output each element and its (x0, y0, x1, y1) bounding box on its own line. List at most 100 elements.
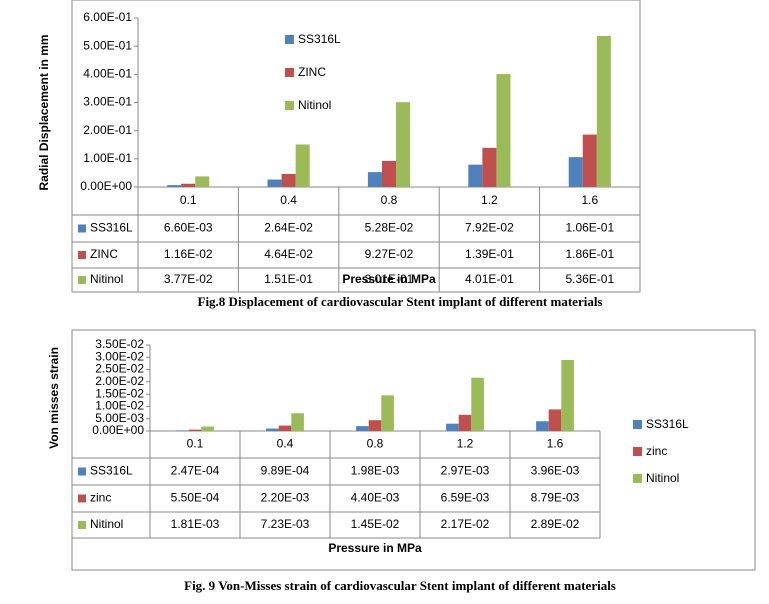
table-value: 1.39E-01 (465, 247, 514, 261)
table-value: 3.96E-03 (531, 464, 580, 478)
x-tick-label: 1.2 (457, 437, 474, 451)
y-tick-label: 5.00E-01 (83, 38, 132, 52)
table-value: 2.47E-04 (171, 464, 220, 478)
table-value: 1.16E-02 (164, 247, 213, 261)
bar (176, 430, 189, 431)
x-tick-label: 0.4 (277, 437, 294, 451)
bar (278, 425, 292, 431)
legend-label: SS316L (298, 32, 341, 46)
chart-frame (71, 0, 641, 293)
bar (188, 429, 202, 431)
bar (596, 36, 611, 187)
table-row-name: Nitinol (90, 517, 123, 531)
legend-label: zinc (646, 444, 667, 458)
y-tick-label: 3.00E-01 (83, 95, 132, 109)
table-value: 9.27E-02 (365, 247, 414, 261)
table-value: 5.28E-02 (365, 221, 414, 235)
table-row-name: Nitinol (90, 272, 123, 286)
table-row-name: zinc (90, 491, 111, 505)
table-value: 1.06E-01 (565, 221, 614, 235)
y-tick-label: 1.50E-02 (95, 386, 144, 400)
bar (536, 421, 549, 431)
bar (367, 172, 382, 187)
table-value: 4.01E-01 (465, 272, 514, 286)
table-key (78, 251, 86, 259)
bar (468, 164, 483, 187)
table-row-name: ZINC (90, 247, 118, 261)
table-value: 9.89E-04 (261, 464, 310, 478)
table-value: 2.17E-02 (441, 517, 490, 531)
table-value: 4.40E-03 (351, 491, 400, 505)
table-row-name: SS316L (90, 464, 133, 478)
table-value: 3.01E-01 (365, 272, 414, 286)
table-value: 6.60E-03 (164, 221, 213, 235)
legend-key (633, 420, 642, 429)
chart-frame (71, 329, 756, 571)
y-tick-label: 2.00E-02 (95, 374, 144, 388)
table-key (78, 467, 86, 476)
x-tick-label: 0.1 (180, 193, 197, 207)
x-tick-label: 0.4 (280, 193, 297, 207)
y-axis-label: Von misses strain (47, 347, 61, 449)
table-value: 1.81E-03 (171, 517, 220, 531)
bar (381, 160, 397, 187)
bar (167, 185, 182, 187)
bar (582, 134, 597, 187)
bar (381, 395, 394, 431)
bar (291, 413, 304, 431)
y-axis-label: Radial Displacement in mm (37, 34, 51, 190)
caption: Fig.8 Displacement of cardiovascular Ste… (198, 294, 603, 309)
table-value: 7.23E-03 (261, 517, 310, 531)
legend-key (285, 68, 294, 77)
caption: Fig. 9 Von-Misses strain of cardiovascul… (184, 578, 616, 593)
bar (266, 428, 279, 431)
bar (561, 359, 574, 431)
legend-label: ZINC (298, 65, 326, 79)
bar (471, 377, 484, 431)
bar (267, 179, 282, 187)
table-key (78, 276, 86, 284)
bar (568, 157, 583, 187)
x-axis-label: Pressure in MPa (328, 541, 422, 555)
legend-key (633, 447, 642, 456)
y-tick-label: 6.00E-01 (83, 10, 132, 24)
y-tick-label: 1.00E-01 (83, 151, 132, 165)
x-tick-label: 0.8 (381, 193, 398, 207)
legend-key (285, 35, 294, 44)
y-tick-label: 3.00E-02 (95, 349, 144, 363)
y-tick-label: 5.00E-03 (95, 411, 144, 425)
y-tick-label: 1.00E-02 (95, 399, 144, 413)
table-value: 1.45E-02 (351, 517, 400, 531)
y-tick-label: 2.50E-02 (95, 362, 144, 376)
bar (446, 423, 459, 431)
y-tick-label: 3.50E-02 (95, 337, 144, 351)
bar (368, 420, 382, 431)
bar (356, 426, 369, 431)
bar (295, 144, 310, 187)
table-value: 1.51E-01 (264, 272, 313, 286)
y-tick-label: 2.00E-01 (83, 123, 132, 137)
table-value: 2.97E-03 (441, 464, 490, 478)
table-key (78, 224, 86, 233)
y-tick-label: 0.00E+00 (92, 423, 144, 437)
table-value: 2.20E-03 (261, 491, 310, 505)
table-value: 7.92E-02 (465, 221, 514, 235)
bar (482, 147, 497, 187)
table-row-name: SS316L (90, 221, 133, 235)
legend-label: Nitinol (298, 98, 331, 112)
legend-key (633, 474, 642, 483)
table-value: 1.98E-03 (351, 464, 400, 478)
bar (548, 409, 562, 431)
y-tick-label: 0.00E+00 (80, 179, 132, 193)
bar (195, 176, 210, 187)
bar (181, 183, 196, 187)
x-tick-label: 1.6 (581, 193, 598, 207)
table-key (78, 494, 86, 503)
bar (396, 102, 411, 187)
table-key (78, 521, 86, 529)
x-tick-label: 0.1 (187, 437, 204, 451)
x-tick-label: 0.8 (367, 437, 384, 451)
table-value: 5.50E-04 (171, 491, 220, 505)
table-value: 2.64E-02 (264, 221, 313, 235)
